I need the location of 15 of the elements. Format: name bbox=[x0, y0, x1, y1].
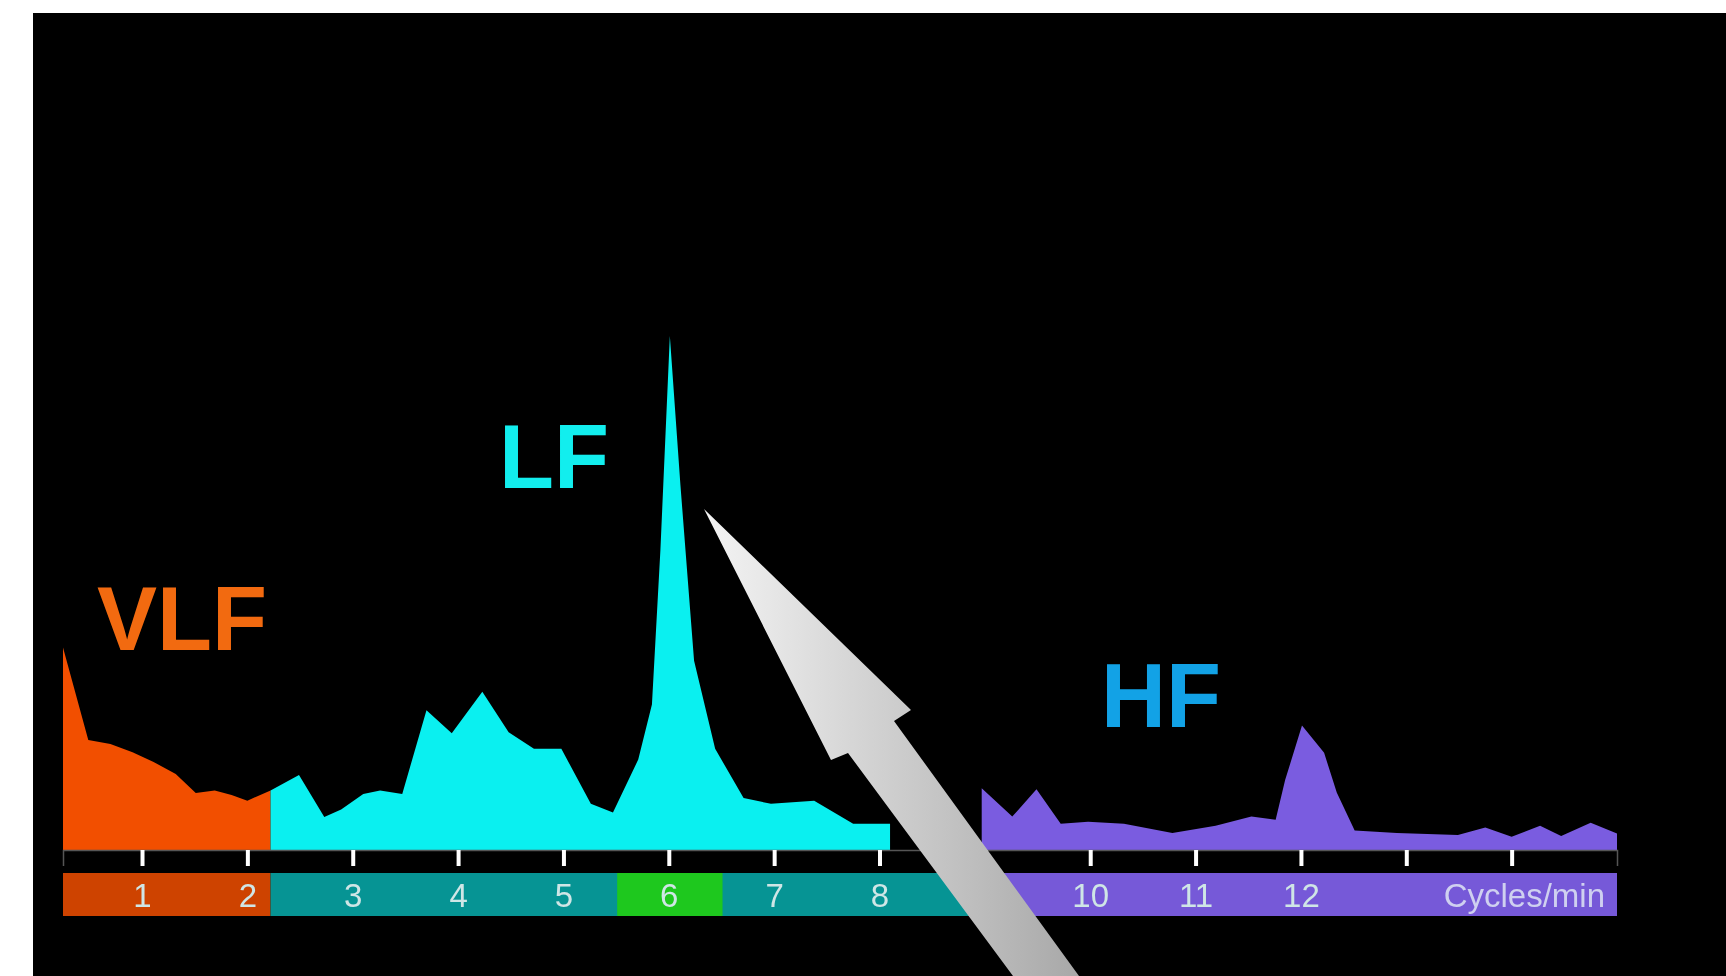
x-tick-label: 4 bbox=[449, 877, 468, 914]
x-axis-title: Cycles/min bbox=[1443, 877, 1605, 914]
series-label: VLF bbox=[97, 569, 267, 669]
x-tick-label: 1 bbox=[133, 877, 152, 914]
x-tick-label: 7 bbox=[765, 877, 784, 914]
x-tick-label: 8 bbox=[870, 877, 890, 914]
x-tick-label: 11 bbox=[1178, 877, 1214, 914]
series-label: LF bbox=[499, 407, 609, 507]
x-tick-label: 5 bbox=[554, 877, 574, 914]
x-tick-label: 2 bbox=[238, 877, 258, 914]
series-label: HF bbox=[1101, 646, 1221, 746]
x-tick-label: 12 bbox=[1283, 877, 1320, 914]
x-tick-label: 6 bbox=[660, 877, 679, 914]
x-tick-label: 3 bbox=[344, 877, 363, 914]
x-tick-label: 10 bbox=[1072, 877, 1110, 914]
